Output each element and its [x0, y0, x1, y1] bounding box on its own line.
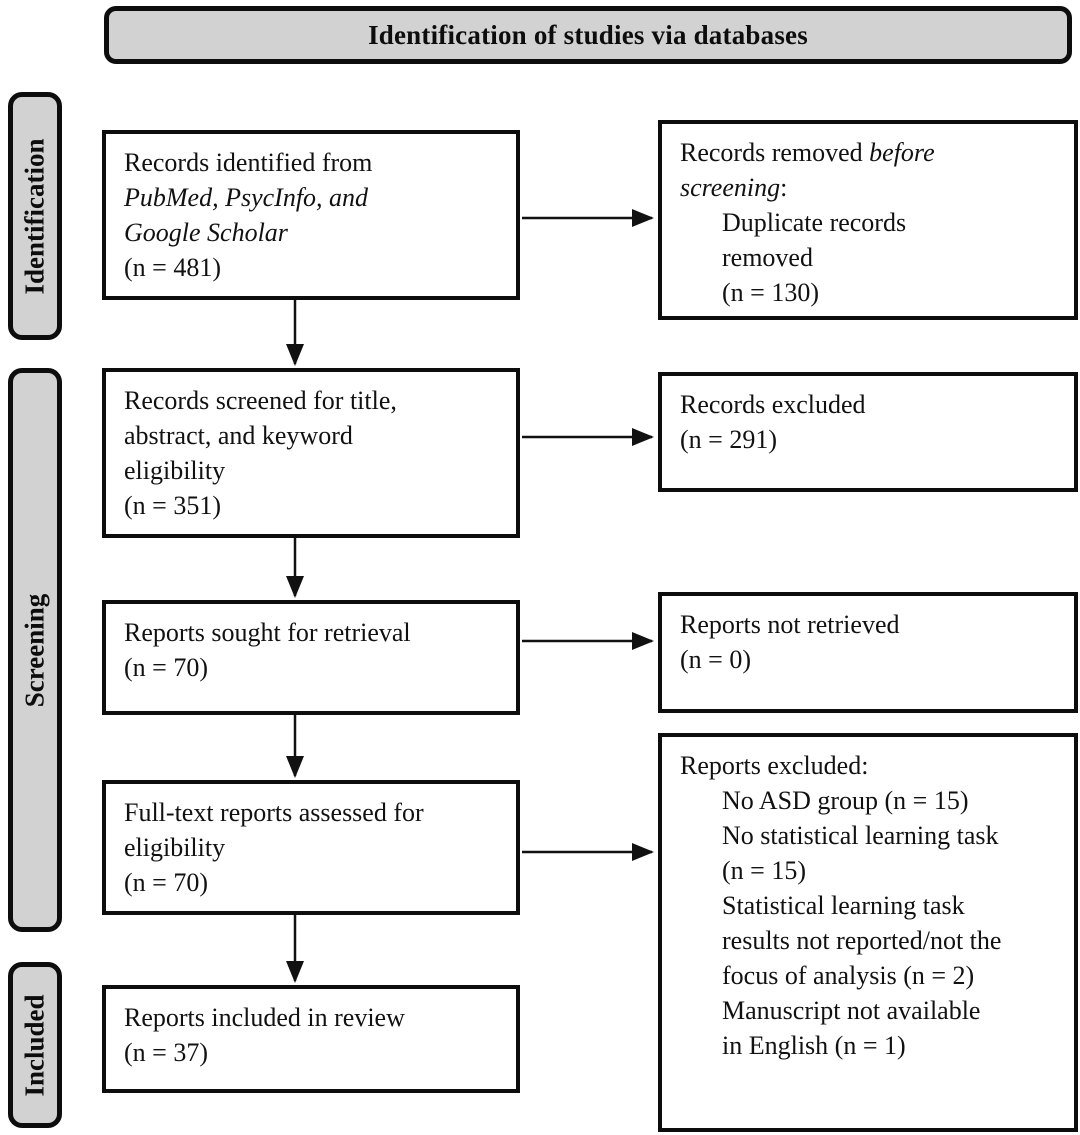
box-count-line: (n = 291) [680, 425, 777, 454]
box-text-line: Reports not retrieved [680, 610, 900, 639]
box-count-line: (n = 130) [722, 278, 819, 307]
stage-label-identification: Identification [8, 92, 62, 340]
box-text-segment-italic: screening [680, 173, 781, 202]
diagram-title-banner: Identification of studies via databases [104, 6, 1072, 64]
stage-label-screening-text: Screening [19, 593, 50, 707]
box-text-line: Records screened for title, [124, 386, 397, 415]
box-count-line: (n = 70) [124, 653, 208, 682]
box-subitem-line: No statistical learning task [722, 821, 999, 850]
box-records-identified: Records identified from PubMed, PsycInfo… [102, 130, 520, 300]
box-text-line: abstract, and keyword [124, 421, 353, 450]
box-text-line: screening: [680, 170, 1058, 205]
stage-label-included: Included [8, 962, 62, 1128]
box-subitem-line: (n = 15) [722, 856, 806, 885]
box-fulltext-assessed: Full-text reports assessed for eligibili… [102, 780, 520, 915]
box-text-line: Records removed before [680, 135, 1058, 170]
box-text-line: Records identified from [124, 148, 373, 177]
box-subitem-line: Manuscript not available [722, 996, 981, 1025]
box-subitem-line: removed [722, 243, 813, 272]
box-text-line-italic: PubMed, PsycInfo, and [124, 183, 369, 212]
box-text-segment-italic: before [869, 138, 935, 167]
box-reports-not-retrieved: Reports not retrieved (n = 0) [658, 592, 1078, 713]
stage-label-screening: Screening [8, 368, 62, 932]
box-count-line: (n = 0) [680, 645, 751, 674]
box-text-line: Full-text reports assessed for [124, 798, 424, 827]
box-records-screened: Records screened for title, abstract, an… [102, 368, 520, 538]
box-count-line: (n = 37) [124, 1038, 208, 1067]
box-text-line-italic: Google Scholar [124, 218, 288, 247]
stage-label-included-text: Included [19, 993, 50, 1097]
box-count-line: (n = 481) [124, 253, 221, 282]
box-text-line: Reports included in review [124, 1003, 405, 1032]
box-subitem-line: in English (n = 1) [722, 1031, 906, 1060]
box-subitem-line: focus of analysis (n = 2) [722, 961, 975, 990]
box-reports-sought: Reports sought for retrieval (n = 70) [102, 600, 520, 715]
diagram-title: Identification of studies via databases [368, 19, 808, 50]
box-subitem-line: No ASD group (n = 15) [722, 786, 969, 815]
box-text-segment: : [780, 173, 788, 202]
box-subitem-line: Statistical learning task [722, 891, 965, 920]
box-count-line: (n = 70) [124, 868, 208, 897]
box-reports-excluded: Reports excluded: No ASD group (n = 15) … [658, 733, 1078, 1132]
box-text-line: eligibility [124, 456, 226, 485]
box-subitem-line: results not reported/not the [722, 926, 1002, 955]
box-count-line: (n = 351) [124, 491, 221, 520]
box-records-removed: Records removed before screening: Duplic… [658, 120, 1078, 320]
box-text-line: Reports sought for retrieval [124, 618, 411, 647]
box-text-line: eligibility [124, 833, 226, 862]
box-text-segment: Records removed [680, 138, 870, 167]
box-records-excluded: Records excluded (n = 291) [658, 372, 1078, 492]
box-text-line: Records excluded [680, 390, 866, 419]
stage-label-identification-text: Identification [19, 137, 50, 295]
box-subitem-line: Duplicate records [722, 208, 907, 237]
box-reports-included: Reports included in review (n = 37) [102, 985, 520, 1093]
box-heading-line: Reports excluded: [680, 751, 869, 780]
